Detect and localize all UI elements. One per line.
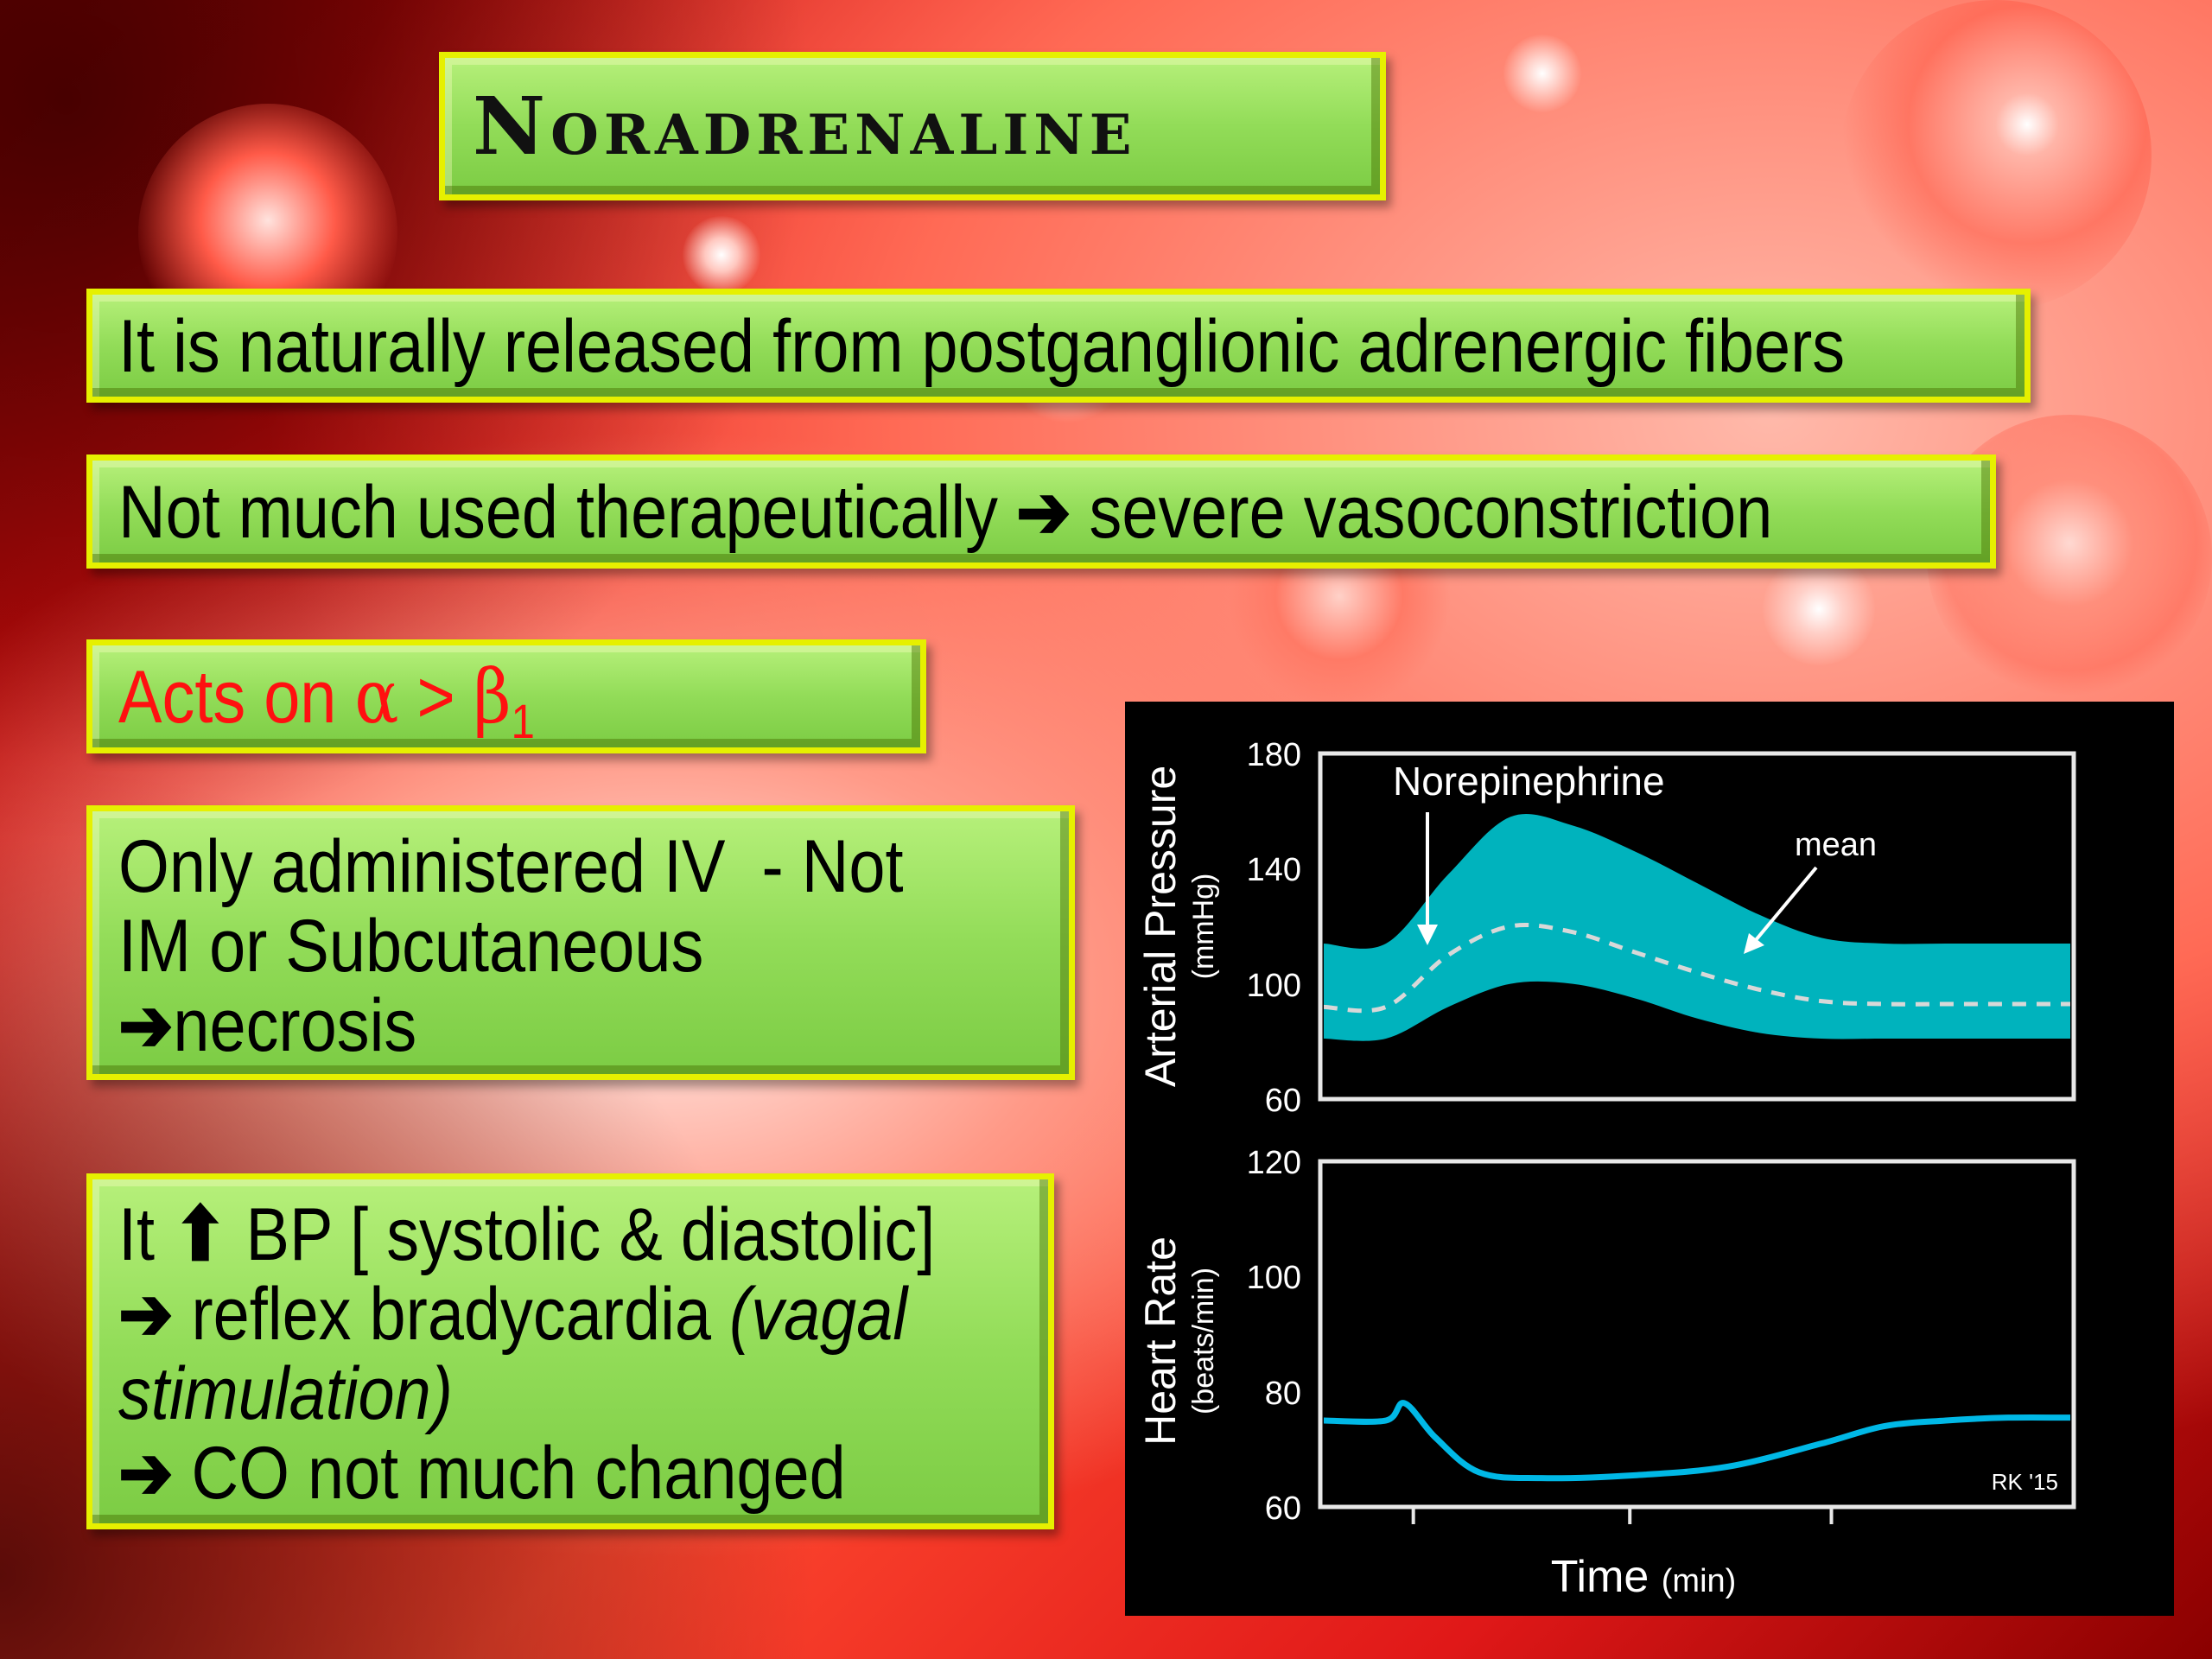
fact-box-release: It is naturally released from postgangli…: [86, 289, 2031, 403]
hr-ytick: 100: [1247, 1260, 1301, 1296]
up-arrow-icon: ⬆: [173, 1193, 228, 1276]
fact-release-text: It is naturally released from postgangli…: [118, 305, 1846, 388]
right-arrow-icon: ➔: [1016, 471, 1071, 554]
title-box: Noradrenaline: [439, 52, 1386, 200]
administration-result: necrosis: [173, 984, 417, 1067]
pressure-ytick: 180: [1247, 737, 1301, 773]
slide-title: Noradrenaline: [473, 79, 1137, 173]
pressure-ytick: 140: [1247, 852, 1301, 888]
hr-ytick: 80: [1265, 1376, 1301, 1412]
right-arrow-icon: ➔: [118, 984, 174, 1067]
hr-yunit: (beats/min): [1187, 1268, 1220, 1414]
mean-pressure-line: [1323, 922, 2070, 1014]
time-label: Time: [1551, 1552, 1649, 1602]
fact-administration-text: Only administered IV - Not IM or Subcuta…: [118, 827, 955, 1065]
mean-label: mean: [1795, 827, 1877, 863]
hr-plot-frame: [1318, 1159, 2076, 1510]
fact-therapeutic-after: severe vasoconstriction: [1089, 471, 1773, 554]
fact-receptors-line: Acts on α > β1: [118, 658, 824, 748]
mean-pointer-head-icon: [1744, 933, 1764, 954]
effects-stimulation: stimulation): [118, 1352, 453, 1435]
administration-line-1: Only administered IV - Not: [118, 825, 904, 908]
beta-symbol: β: [473, 654, 512, 741]
pressure-yunit: (mmHg): [1187, 874, 1220, 980]
fact-therapeutic-before: Not much used therapeutically: [118, 471, 999, 554]
chart-svg: Arterial Pressure (mmHg) Heart Rate (bea…: [1136, 737, 2076, 1602]
fact-box-therapeutic: Not much used therapeutically ➔ severe v…: [86, 454, 1996, 569]
right-arrow-icon: ➔: [118, 1273, 174, 1356]
heart-rate-line: [1323, 1400, 2071, 1482]
effects-vagal: (vagal: [729, 1273, 908, 1356]
receptors-prefix: Acts on: [118, 656, 355, 739]
beta-subscript: 1: [511, 694, 535, 749]
fact-box-administration: Only administered IV - Not IM or Subcuta…: [86, 805, 1075, 1080]
time-unit: (min): [1662, 1563, 1737, 1599]
hr-ytick: 60: [1265, 1491, 1301, 1527]
hr-ylabel: Heart Rate: [1136, 1236, 1185, 1446]
administration-line-3: ➔necrosis: [118, 986, 955, 1065]
pressure-plot-frame: [1318, 751, 2076, 1102]
pressure-band-area: [1324, 813, 2070, 1041]
norepinephrine-label: Norepinephrine: [1393, 759, 1665, 804]
mean-pointer-icon: [1750, 866, 1818, 947]
effects-line-1: It ⬆ BP [ systolic & diastolic]: [118, 1195, 937, 1274]
norepinephrine-chart: Arterial Pressure (mmHg) Heart Rate (bea…: [1125, 702, 2174, 1616]
decorative-bubble: [1503, 35, 1581, 112]
effects-line-3: stimulation): [118, 1354, 937, 1433]
administration-line-2: IM or Subcutaneous: [118, 905, 704, 988]
effects-bradycardia: reflex bradycardia: [191, 1273, 711, 1356]
fact-therapeutic-line: Not much used therapeutically ➔ severe v…: [118, 471, 1772, 554]
pressure-ytick: 60: [1265, 1083, 1301, 1119]
decorative-bubble: [1763, 553, 1875, 665]
hr-ytick: 120: [1247, 1145, 1301, 1181]
effects-bp: BP [ systolic & diastolic]: [245, 1193, 936, 1276]
effects-it: It: [118, 1193, 156, 1276]
effects-line-4: ➔ CO not much changed: [118, 1433, 937, 1513]
pressure-ytick: 100: [1247, 968, 1301, 1004]
greater-than-symbol: >: [398, 656, 474, 739]
time-xlabel: Time (min): [1551, 1552, 1737, 1602]
fact-effects-text: It ⬆ BP [ systolic & diastolic] ➔ reflex…: [118, 1195, 937, 1513]
fact-box-receptors: Acts on α > β1: [86, 639, 926, 753]
effects-line-2: ➔ reflex bradycardia (vagal: [118, 1274, 937, 1354]
injection-arrowhead-icon: [1417, 925, 1438, 945]
pressure-ylabel: Arterial Pressure: [1136, 766, 1185, 1087]
fact-box-effects: It ⬆ BP [ systolic & diastolic] ➔ reflex…: [86, 1173, 1054, 1529]
decorative-bubble: [1840, 0, 2152, 311]
credit-label: RK '15: [1992, 1469, 2058, 1495]
right-arrow-icon: ➔: [118, 1432, 174, 1515]
decorative-bubble: [683, 216, 760, 294]
effects-co: CO not much changed: [191, 1432, 846, 1515]
alpha-symbol: α: [354, 654, 399, 741]
